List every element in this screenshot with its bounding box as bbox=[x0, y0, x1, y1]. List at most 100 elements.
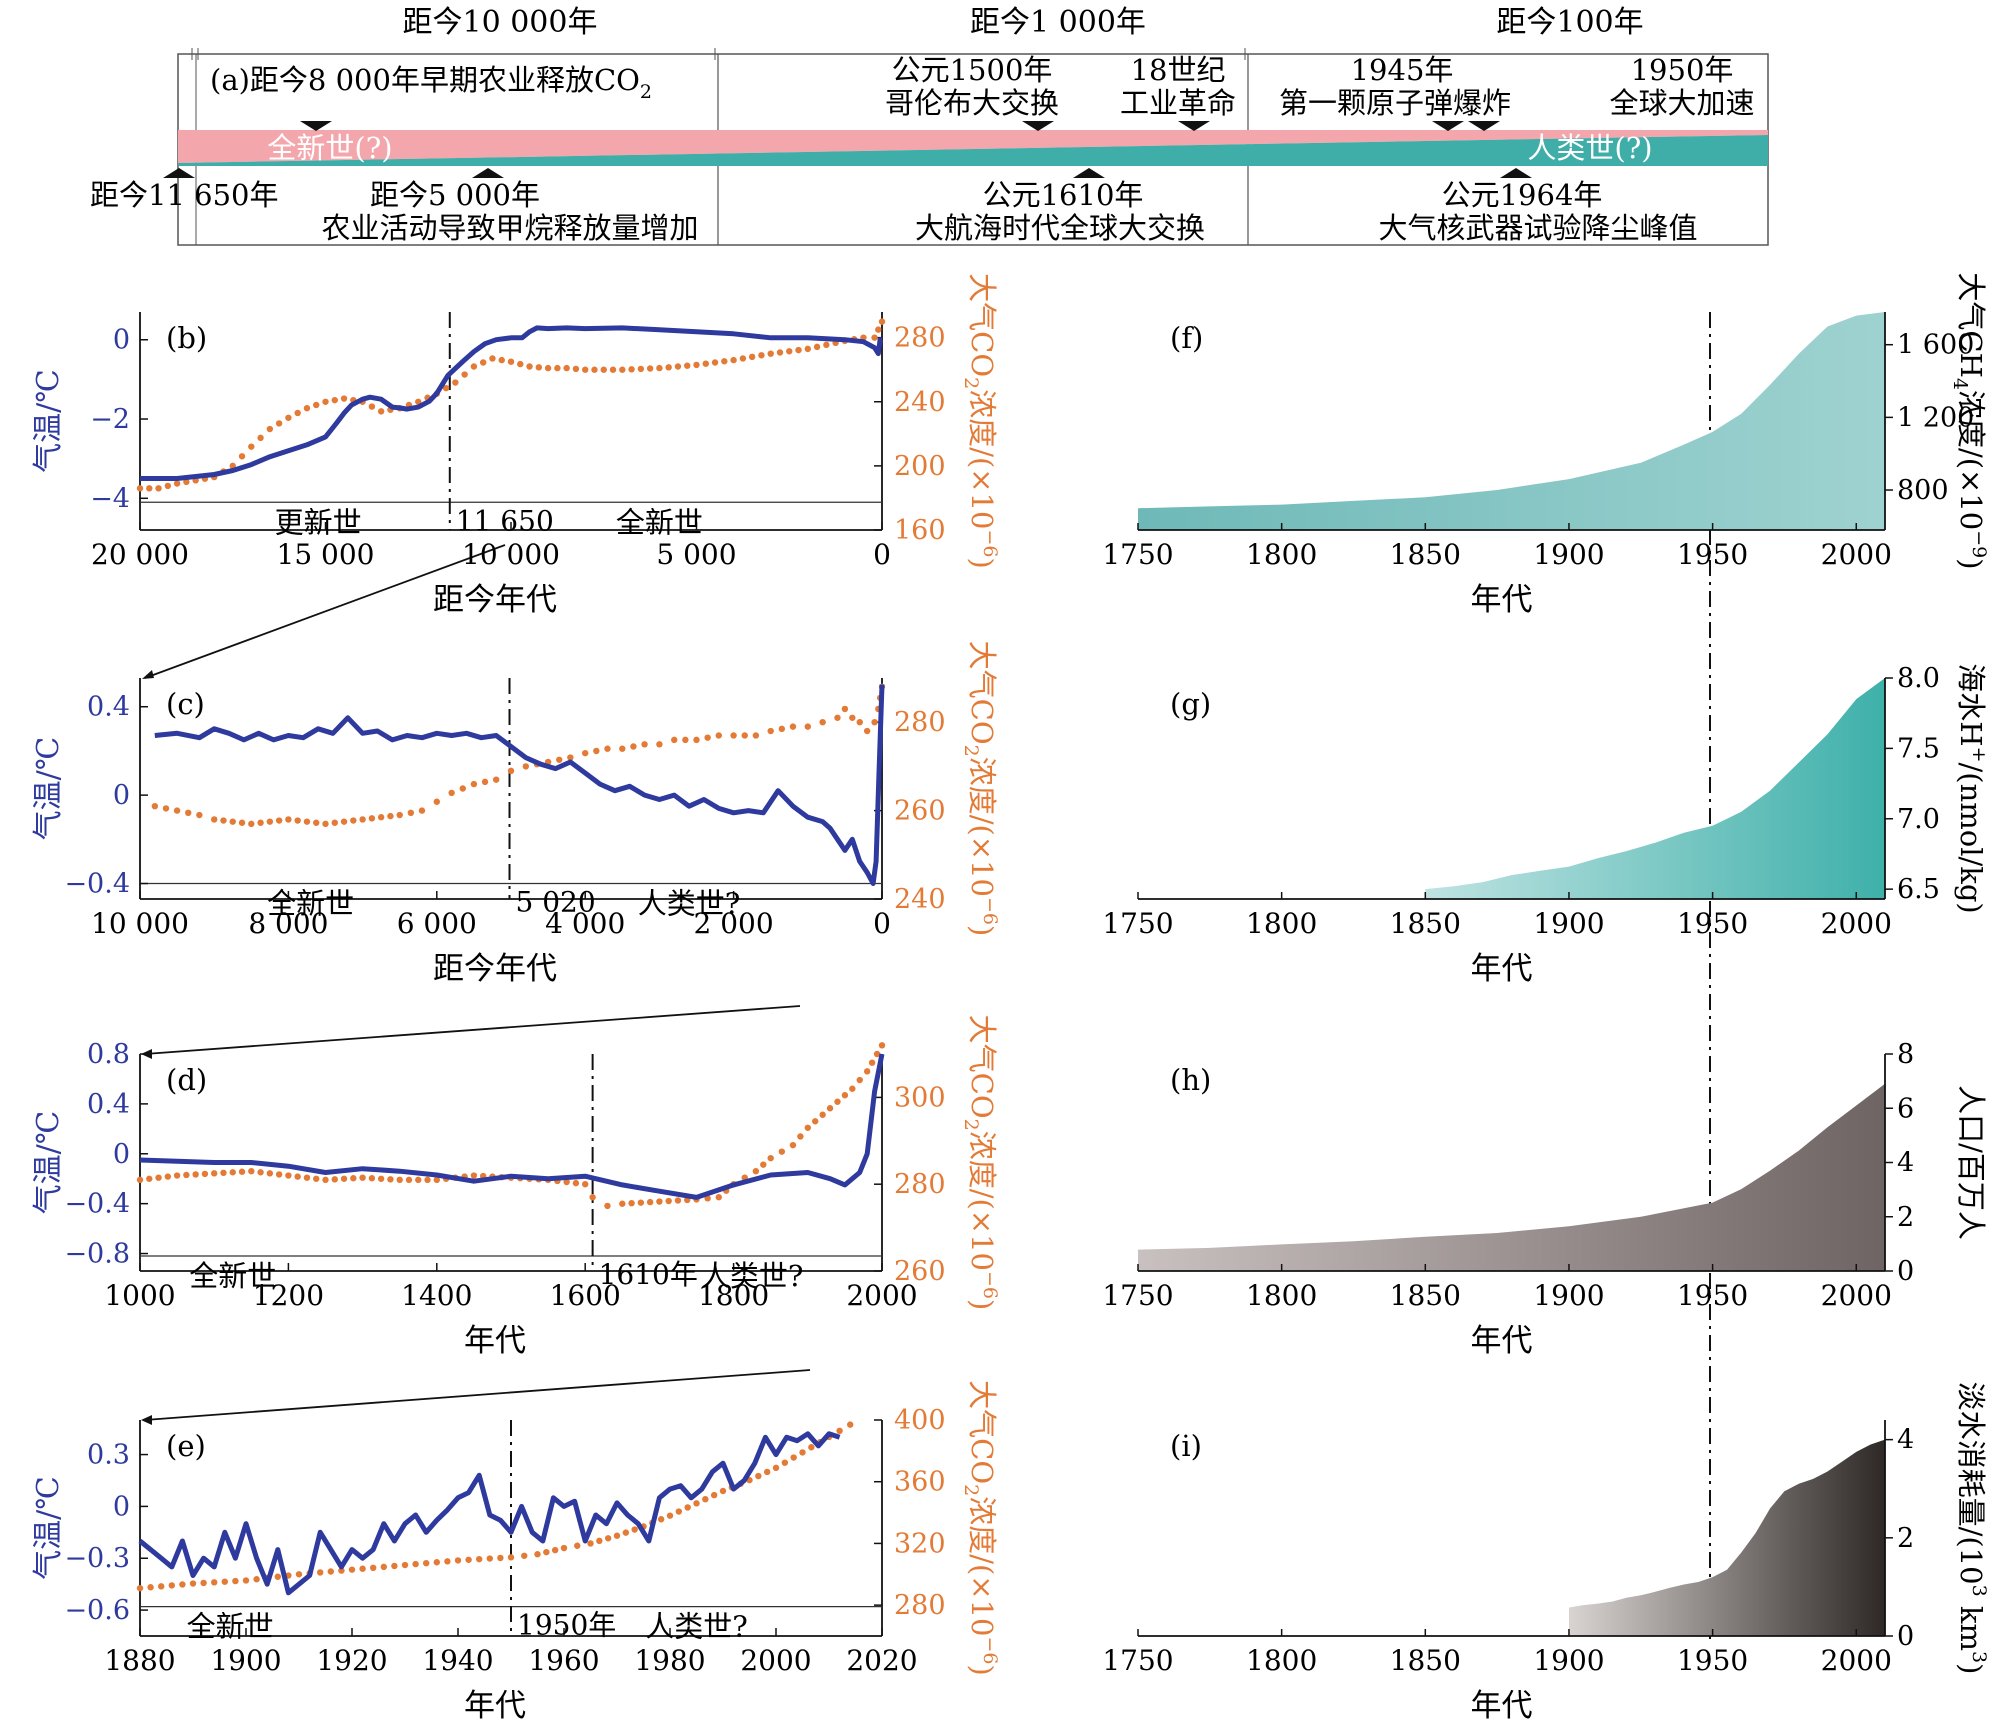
co2-point bbox=[609, 366, 617, 373]
co2-point bbox=[721, 358, 728, 365]
co2-point bbox=[526, 363, 533, 370]
co2-point bbox=[767, 350, 774, 357]
co2-point bbox=[331, 1176, 338, 1183]
x-tick-label: 1400 bbox=[401, 1279, 472, 1312]
event-y1610-marker bbox=[1073, 168, 1105, 178]
chart-panel-c: 10 000 8 000 6 000 4 000 2 000 0 −0.4 0 0.4 240 26… bbox=[31, 641, 1001, 987]
co2-point bbox=[189, 1580, 197, 1587]
co2-point bbox=[778, 725, 786, 733]
co2-point bbox=[776, 349, 784, 356]
co2-point bbox=[368, 403, 376, 410]
x-tick-label: 1800 bbox=[698, 1279, 769, 1312]
x-axis-label: 年代 bbox=[1471, 582, 1533, 618]
co2-point bbox=[459, 785, 466, 792]
event-ka11650-marker bbox=[163, 168, 195, 178]
event-bomb-line2: 第一颗原子弹爆炸 bbox=[1279, 86, 1511, 120]
co2-point bbox=[285, 816, 292, 823]
co2-point bbox=[442, 384, 450, 392]
y-axis-label-right: 大气CO2浓度/(×10−6) bbox=[960, 1380, 1001, 1676]
x-tick-label: 1800 bbox=[1246, 907, 1317, 940]
y-tick-label-left: −0.4 bbox=[64, 1189, 130, 1220]
co2-point bbox=[543, 1548, 550, 1556]
y-axis-label: 人口/百万人 bbox=[1954, 1085, 1988, 1240]
panel-label: (h) bbox=[1170, 1063, 1211, 1097]
co2-point bbox=[730, 732, 737, 739]
event-industrial-marker bbox=[1178, 121, 1210, 131]
y-tick-label: 8.0 bbox=[1897, 663, 1940, 694]
era-label: 人类世? bbox=[701, 1259, 804, 1293]
x-tick-label: 1800 bbox=[1246, 538, 1317, 571]
co2-point bbox=[758, 352, 765, 359]
x-tick-label: 8 000 bbox=[248, 907, 328, 940]
panel-label: (e) bbox=[166, 1429, 206, 1463]
co2-point bbox=[380, 1563, 387, 1571]
co2-point bbox=[418, 807, 426, 814]
x-tick-label: 15 000 bbox=[277, 538, 375, 571]
co2-point bbox=[313, 1175, 320, 1182]
co2-point bbox=[604, 1202, 611, 1210]
co2-point bbox=[229, 1169, 236, 1176]
co2-point bbox=[563, 364, 570, 372]
panel-label: (f) bbox=[1170, 321, 1203, 355]
event-acceleration-line2: 全球大加速 bbox=[1609, 86, 1754, 120]
co2-point bbox=[763, 1468, 771, 1476]
co2-point bbox=[368, 815, 376, 822]
co2-point bbox=[789, 723, 797, 730]
co2-point bbox=[823, 341, 830, 349]
co2-point bbox=[173, 807, 181, 814]
co2-point bbox=[752, 732, 760, 739]
co2-point bbox=[836, 1427, 843, 1435]
y-tick-label-left: −0.3 bbox=[64, 1543, 130, 1574]
zoom-connector bbox=[144, 1369, 811, 1421]
co2-point bbox=[641, 741, 648, 748]
co2-point bbox=[693, 736, 700, 744]
area-series bbox=[1138, 312, 1885, 530]
co2-point bbox=[479, 359, 487, 366]
x-tick-label: 1920 bbox=[316, 1644, 387, 1677]
co2-point bbox=[812, 1118, 819, 1125]
x-tick-label: 1900 bbox=[1533, 1644, 1604, 1677]
co2-point bbox=[164, 1173, 172, 1180]
co2-point bbox=[619, 366, 626, 373]
co2-point bbox=[147, 1584, 154, 1591]
co2-point bbox=[168, 1582, 175, 1589]
co2-point bbox=[507, 767, 515, 775]
co2-point bbox=[433, 798, 440, 805]
y-tick-label: 1 600 bbox=[1897, 330, 1974, 361]
x-tick-label: 2 000 bbox=[694, 907, 774, 940]
y-tick-label-right: 360 bbox=[894, 1467, 946, 1498]
co2-point bbox=[136, 485, 144, 492]
x-tick-label: 6 000 bbox=[397, 907, 477, 940]
co2-point bbox=[873, 1050, 881, 1058]
co2-point bbox=[656, 741, 663, 748]
co2-point bbox=[185, 809, 192, 817]
y-tick-label-left: −0.4 bbox=[64, 869, 130, 900]
y-tick-label-left: −0.6 bbox=[64, 1595, 130, 1626]
co2-point bbox=[604, 745, 611, 752]
y-tick-label: 6 bbox=[1897, 1093, 1914, 1124]
event-columbian-line1: 公元1500年 bbox=[892, 53, 1053, 87]
y-tick-label-right: 260 bbox=[894, 796, 946, 827]
y-tick-label-right: 280 bbox=[894, 707, 946, 738]
co2-point bbox=[560, 1544, 568, 1552]
co2-point bbox=[517, 360, 524, 368]
co2-point bbox=[331, 819, 338, 826]
era-label: 全新世 bbox=[616, 505, 703, 539]
x-axis-label: 距今年代 bbox=[433, 582, 557, 618]
event-ka5000-line2: 农业活动导致甲烷释放量增加 bbox=[321, 211, 698, 245]
co2-point bbox=[582, 366, 589, 373]
co2-point bbox=[665, 1197, 672, 1205]
co2-point bbox=[819, 719, 826, 726]
y-tick-label: 4 bbox=[1897, 1425, 1914, 1456]
co2-point bbox=[415, 1176, 422, 1184]
y-tick-label: 6.5 bbox=[1897, 874, 1940, 905]
co2-point bbox=[486, 1555, 493, 1562]
co2-point bbox=[423, 1559, 430, 1567]
x-tick-label: 2020 bbox=[846, 1644, 917, 1677]
x-tick-label: 0 bbox=[873, 907, 891, 940]
co2-point bbox=[704, 734, 711, 741]
event-y1964-marker bbox=[1500, 168, 1532, 178]
y-tick-label-left: 0 bbox=[113, 1491, 130, 1522]
co2-point bbox=[522, 763, 530, 770]
